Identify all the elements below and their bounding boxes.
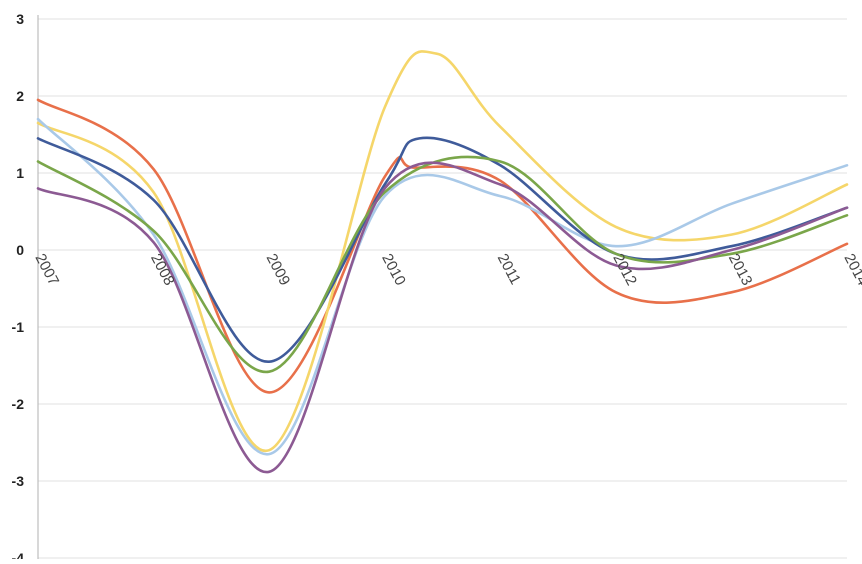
x-tick-label: 2012 [609, 251, 640, 288]
gridlines [38, 18, 847, 559]
series-line-3 [36, 117, 849, 456]
y-tick-label: -3 [12, 473, 25, 489]
x-tick-label: 2007 [31, 251, 62, 288]
x-tick-label: 2008 [147, 251, 178, 288]
series-line-1 [36, 98, 849, 394]
x-tick-label: 2013 [725, 251, 756, 288]
series-line-6 [36, 161, 849, 474]
x-tick-label: 2011 [494, 251, 524, 287]
x-tick-label: 2009 [263, 251, 294, 288]
y-tick-label: -2 [12, 396, 25, 412]
series-lines [36, 50, 849, 474]
x-tick-label: 2010 [378, 251, 409, 288]
y-tick-label: 1 [16, 165, 24, 181]
series-line-2 [36, 50, 849, 452]
x-tick-label: 2014 [840, 251, 862, 288]
y-tick-label: -4 [12, 550, 25, 559]
series-line-4 [36, 136, 849, 364]
y-tick-label: 0 [16, 242, 24, 258]
y-tick-label: 3 [16, 11, 24, 27]
y-tick-labels: 3 2 1 0 -1 -2 -3 -4 [12, 11, 25, 564]
y-tick-label: -1 [12, 319, 25, 335]
y-tick-label: 2 [16, 88, 24, 104]
x-tick-labels: 2007 2008 2009 2010 2011 2012 2013 2014 [31, 251, 862, 288]
